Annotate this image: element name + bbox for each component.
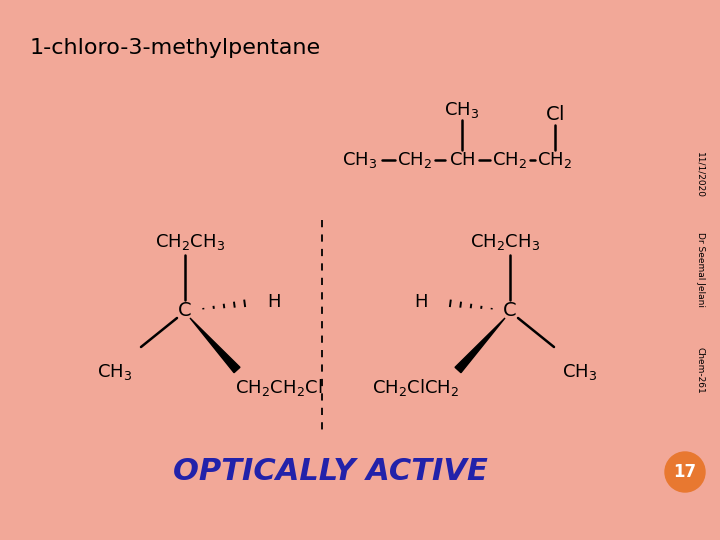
Text: 1-chloro-3-methylpentane: 1-chloro-3-methylpentane (30, 38, 321, 58)
Text: $\mathsf{CH_3}$: $\mathsf{CH_3}$ (444, 100, 480, 120)
Text: 17: 17 (673, 463, 696, 481)
Text: H: H (267, 293, 281, 311)
Text: $\mathsf{CH_2CH_3}$: $\mathsf{CH_2CH_3}$ (155, 232, 225, 252)
Text: Chem-261: Chem-261 (696, 347, 704, 393)
Circle shape (665, 452, 705, 492)
Text: $\mathsf{CH}$: $\mathsf{CH}$ (449, 151, 475, 169)
Text: $\mathsf{Cl}$: $\mathsf{Cl}$ (545, 105, 564, 125)
Text: C: C (503, 300, 517, 320)
Polygon shape (190, 318, 240, 373)
Text: Dr Seemal Jelani: Dr Seemal Jelani (696, 233, 704, 307)
Text: $\mathsf{CH_2}$: $\mathsf{CH_2}$ (492, 150, 528, 170)
Text: C: C (178, 300, 192, 320)
Text: $\mathsf{CH_2CH_2Cl}$: $\mathsf{CH_2CH_2Cl}$ (235, 377, 323, 399)
Text: OPTICALLY ACTIVE: OPTICALLY ACTIVE (173, 457, 487, 487)
Text: 11/1/2020: 11/1/2020 (696, 152, 704, 198)
Text: H: H (415, 293, 428, 311)
Text: $\mathsf{CH_2}$: $\mathsf{CH_2}$ (538, 150, 572, 170)
Text: $\mathsf{CH_2ClCH_2}$: $\mathsf{CH_2ClCH_2}$ (372, 377, 459, 399)
Text: $\mathsf{CH_2}$: $\mathsf{CH_2}$ (397, 150, 433, 170)
Text: $\mathsf{CH_3}$: $\mathsf{CH_3}$ (343, 150, 377, 170)
Polygon shape (455, 318, 505, 373)
Text: $\mathsf{CH_2CH_3}$: $\mathsf{CH_2CH_3}$ (470, 232, 540, 252)
Text: $\mathsf{CH_3}$: $\mathsf{CH_3}$ (562, 362, 598, 382)
Text: $\mathsf{CH_3}$: $\mathsf{CH_3}$ (97, 362, 132, 382)
